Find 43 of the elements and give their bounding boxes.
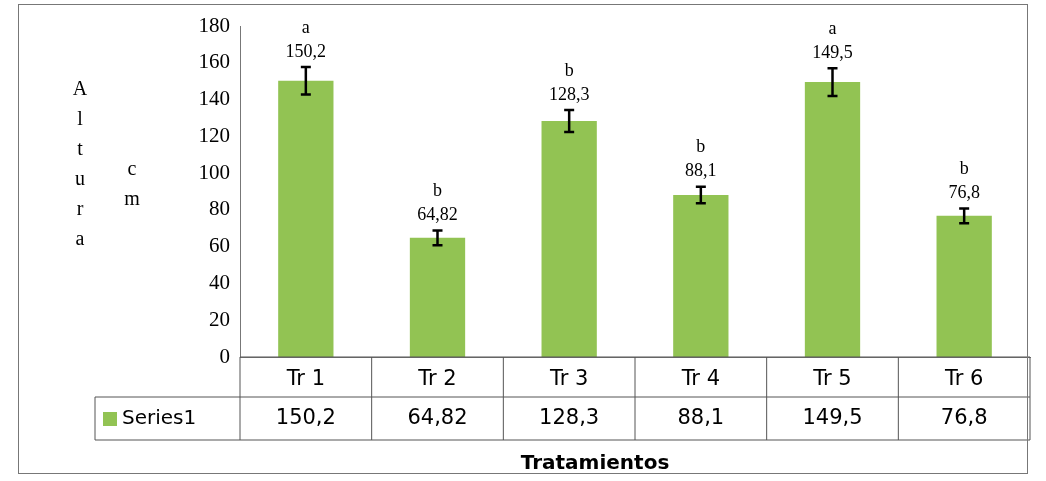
annotation: b xyxy=(564,59,574,80)
text: 88,1 xyxy=(685,160,717,181)
legend-label: Series1 xyxy=(122,405,197,430)
y-tick-label: 60 xyxy=(209,233,230,258)
x-tick-label: Tr 1 xyxy=(285,366,326,391)
text: 128,3 xyxy=(548,83,590,104)
bar xyxy=(673,194,729,357)
x-tick-label: Tr 3 xyxy=(548,366,589,391)
y-tick-label: 20 xyxy=(209,306,230,331)
annotation: a xyxy=(301,16,310,37)
text: 64,82 xyxy=(417,204,458,225)
y-tick-label: 180 xyxy=(198,12,230,37)
annotation: b xyxy=(433,180,442,201)
x-tick-label: Tr 4 xyxy=(680,366,721,391)
y-tick-label: 120 xyxy=(198,122,230,147)
annotation: a xyxy=(828,18,837,39)
text: Altura cm xyxy=(72,77,140,250)
bar xyxy=(936,215,992,357)
annotation: b xyxy=(696,136,706,157)
x-tick-label: Tr 2 xyxy=(417,366,457,391)
text: 76,8 xyxy=(948,182,980,203)
bar xyxy=(804,82,861,357)
y-tick-label: 80 xyxy=(209,196,230,221)
data-label: 128,3 xyxy=(539,405,600,430)
bar xyxy=(409,237,466,357)
y-tick-label: 160 xyxy=(198,49,230,74)
data-label: 64,82 xyxy=(407,405,468,430)
x-axis-title: Tratamientos xyxy=(520,450,670,475)
x-tick-label: Tr 5 xyxy=(812,366,852,391)
y-tick-label: 100 xyxy=(198,159,230,184)
y-tick-label: 140 xyxy=(198,86,230,111)
data-label: 76,8 xyxy=(940,405,988,430)
x-tick-label: Tr 6 xyxy=(943,366,984,391)
y-tick-label: 40 xyxy=(209,269,230,294)
text: 150,2 xyxy=(285,40,327,61)
text: 149,5 xyxy=(812,42,853,63)
data-label: 88,1 xyxy=(677,405,725,430)
bar xyxy=(278,80,334,357)
data-label: 149,5 xyxy=(802,405,863,430)
data-label: 150,2 xyxy=(275,405,336,430)
y-tick-label: 0 xyxy=(219,343,230,368)
annotation: b xyxy=(959,158,969,179)
bar xyxy=(541,121,597,357)
